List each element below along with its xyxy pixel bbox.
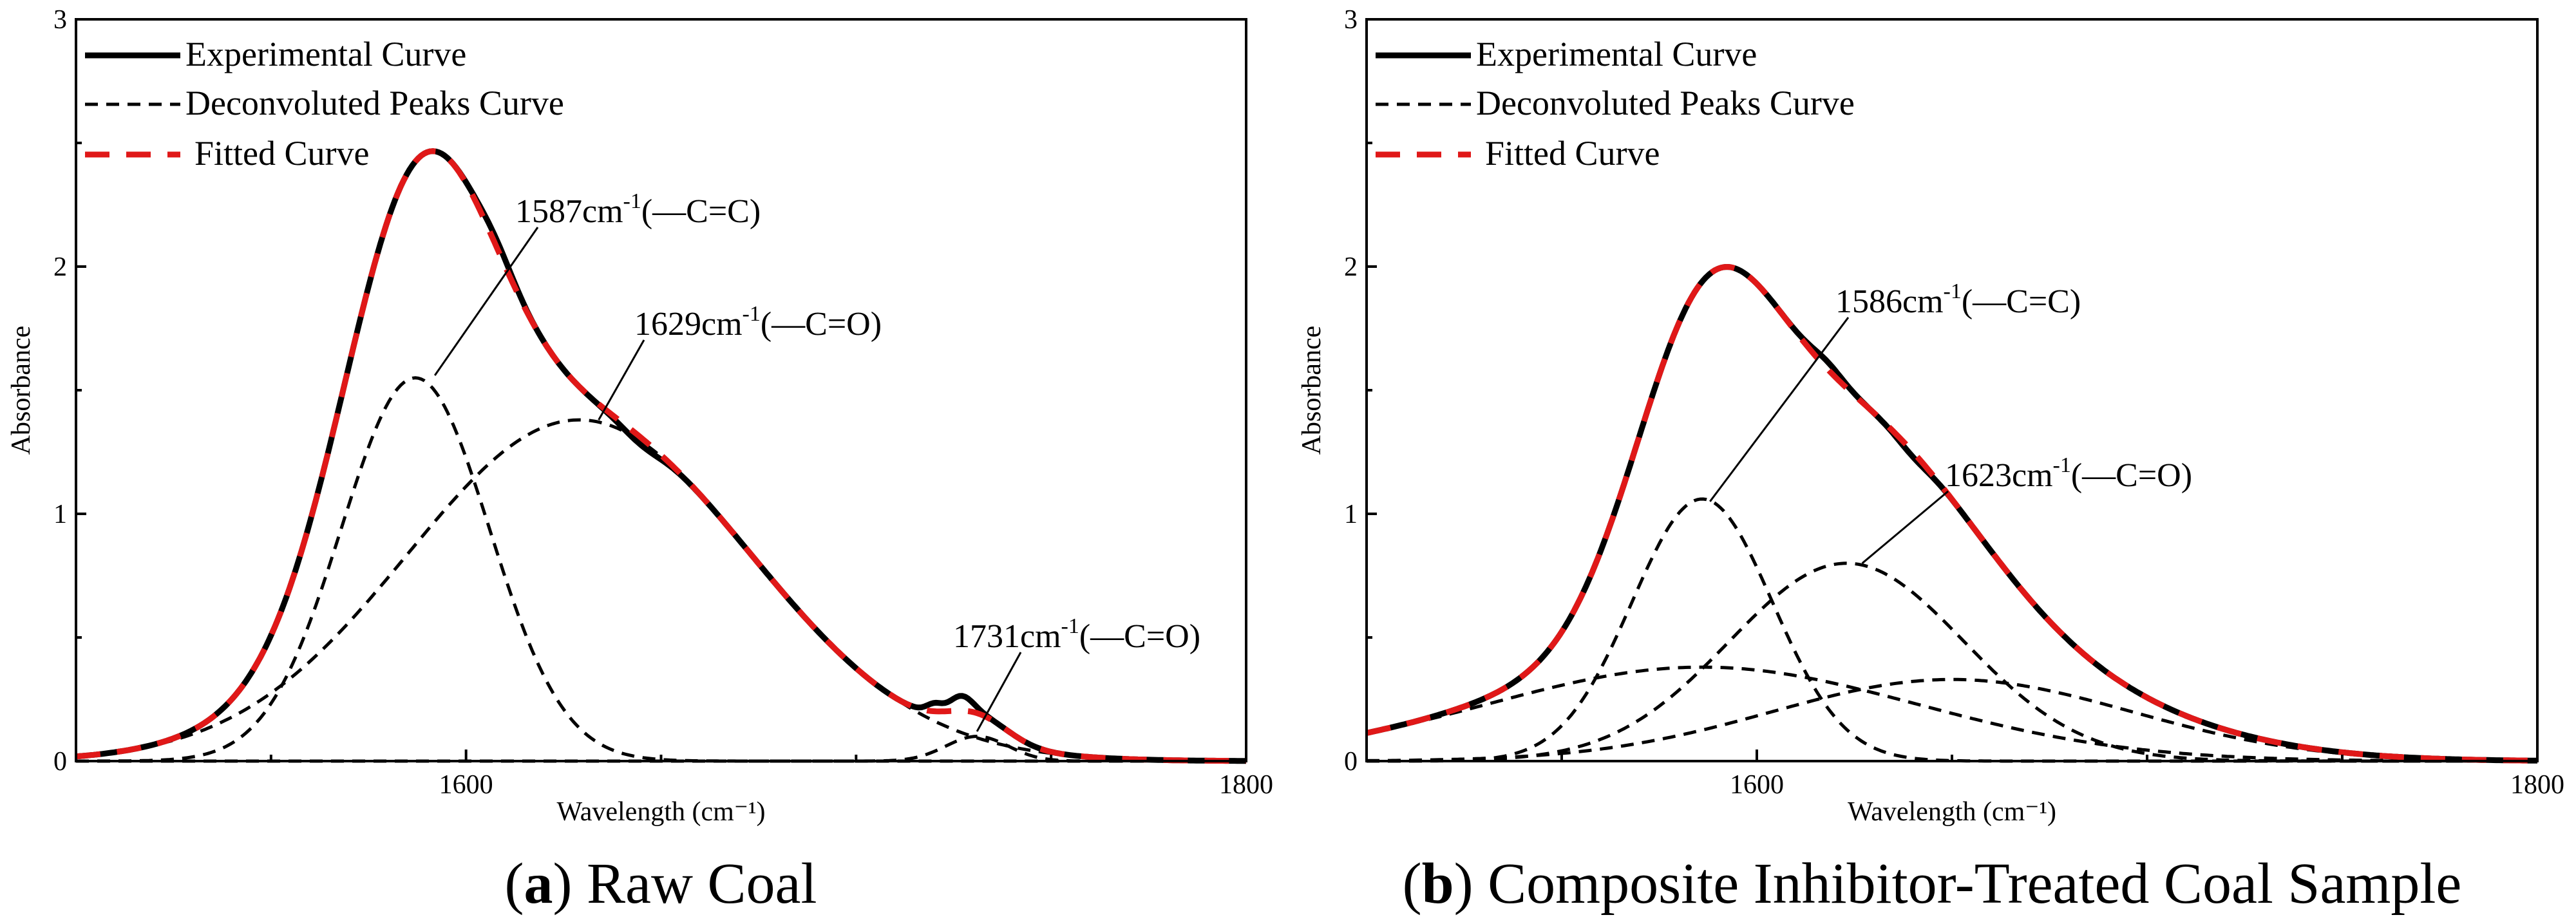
y-axis-title: Absorbance (1297, 326, 1327, 455)
chart-panel-a: 0 1 2 3 1600 1800 Wavelength (cm⁻¹) Absorbance E… (6, 5, 1273, 916)
annotation-leader-line (1709, 317, 1850, 502)
x-tick-label: 1600 (439, 770, 493, 800)
y-axis-title: Absorbance (6, 326, 36, 455)
x-axis-title: Wavelength (cm⁻¹) (556, 797, 765, 827)
peak-annotation: 1587cm-1(—C=C) (515, 189, 761, 230)
x-tick-label: 1600 (1730, 770, 1784, 800)
fitted-curve (75, 148, 1246, 764)
legend-label: Fitted Curve (194, 134, 369, 173)
chart-panel-b: 0 1 2 3 1600 1800 Wavelength (cm⁻¹) Absorbance E… (1297, 5, 2564, 916)
annotation-leader-line (976, 652, 1022, 732)
deconvoluted-peak-1586 (1367, 497, 2537, 763)
deconvoluted-peak-1586 (1366, 665, 2537, 763)
legend-label: Deconvoluted Peaks Curve (185, 84, 564, 122)
curves-group (75, 148, 1246, 764)
curves-group (1366, 264, 2538, 764)
peak-annotation: 1586cm-1(—C=C) (1835, 279, 2081, 320)
annotation-leader-line (433, 227, 539, 376)
peak-annotation: 1629cm-1(—C=O) (634, 302, 882, 343)
x-axis-title: Wavelength (cm⁻¹) (1848, 797, 2056, 827)
peak-annotation: 1623cm-1(—C=O) (1945, 453, 2192, 494)
deconvoluted-peak-1629 (75, 418, 1246, 763)
deconvoluted-peak-1650 (1366, 677, 2538, 762)
panel-caption: (b) Composite Inhibitor-Treated Coal Sam… (1403, 852, 2462, 916)
annotation-leader-line (1861, 490, 1949, 564)
legend: Experimental Curve Deconvoluted Peaks Cur… (85, 35, 564, 173)
panel-caption: (a) Raw Coal (505, 852, 817, 916)
y-tick-label: 2 (53, 252, 67, 282)
y-tick-label: 2 (1344, 252, 1358, 282)
legend-label: Experimental Curve (1476, 35, 1757, 73)
y-tick-label: 1 (53, 500, 67, 529)
peak-annotation: 1731cm-1(—C=O) (953, 614, 1200, 655)
fitted-curve (1366, 264, 2537, 764)
y-tick-label: 3 (53, 5, 67, 35)
deconvoluted-peak-1587 (76, 376, 1246, 763)
deconvoluted-peak-1623 (1367, 561, 2537, 763)
legend-label: Deconvoluted Peaks Curve (1476, 84, 1855, 122)
experimental-curve (1366, 264, 2537, 764)
legend-label: Fitted Curve (1485, 134, 1660, 173)
legend-label: Experimental Curve (185, 35, 466, 73)
annotation-leader-line (598, 339, 645, 420)
plot-frame (1365, 18, 2539, 762)
x-tick-label: 1800 (2510, 770, 2564, 800)
x-tick-label: 1800 (1219, 770, 1273, 800)
y-tick-label: 0 (53, 747, 67, 777)
legend: Experimental Curve Deconvoluted Peaks Cur… (1376, 35, 1855, 173)
y-tick-label: 1 (1344, 500, 1358, 529)
y-tick-label: 0 (1344, 747, 1358, 777)
y-tick-label: 3 (1344, 5, 1358, 35)
plot-frame (75, 18, 1247, 762)
